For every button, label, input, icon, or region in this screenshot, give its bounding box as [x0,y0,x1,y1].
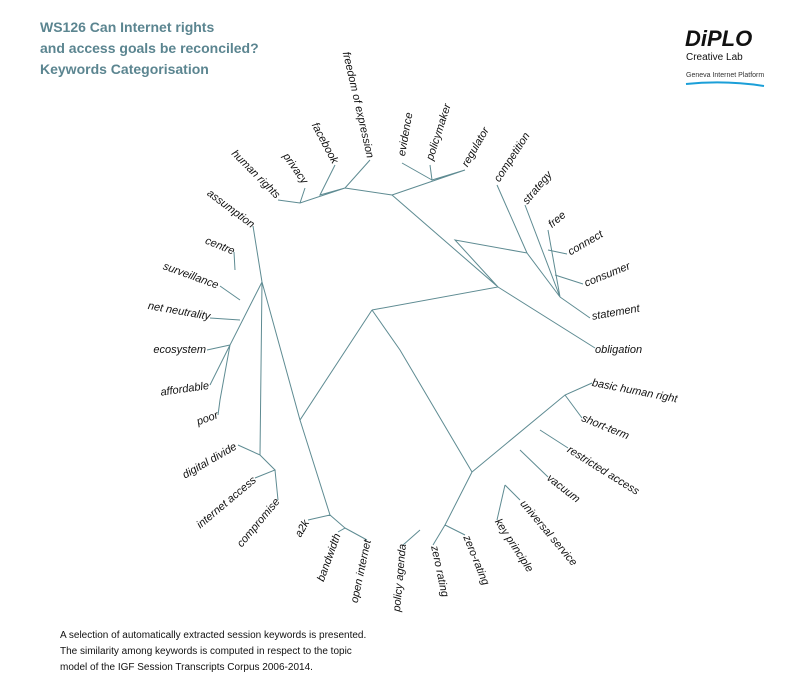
title-line: Keywords Categorisation [40,61,209,77]
keyword: policymaker [424,101,454,163]
keyword: zero-rating [460,533,492,588]
keyword: compromise [235,496,283,550]
keyword: human rights [229,148,283,202]
keyword: restricted access [565,444,642,498]
keyword: net neutrality [147,300,213,323]
keyword: connect [566,228,606,258]
keyword: key principle [492,517,535,575]
logo-subtitle: Creative Lab [686,52,743,63]
keyword: short-term [580,412,631,442]
keyword: free [546,209,568,230]
keyword: assumption [205,187,257,230]
keyword: evidence [396,112,415,157]
keyword: freedom of expression [340,51,376,160]
keyword: bandwidth [315,532,343,583]
footer-line: A selection of automatically extracted s… [60,630,366,641]
keyword: vacuum [544,472,582,505]
keyword: basic human right [591,377,679,406]
keyword: policy agenda [391,543,409,613]
keyword: surveillance [161,260,220,291]
keyword: ecosystem [153,344,206,356]
keyword: regulator [460,124,493,169]
logo-swoosh [685,81,765,87]
keyword: consumer [583,260,634,290]
title-line: and access goals be reconciled? [40,40,259,56]
keyword: facebook [309,121,341,166]
keywords: human rights privacy facebook freedom of… [147,51,679,614]
footer-line: model of the IGF Session Transcripts Cor… [60,662,313,673]
keyword: obligation [595,344,642,356]
keyword: strategy [520,168,555,207]
logo-name: DiPLO [685,26,752,51]
keyword: open internet [349,538,374,604]
logo: DiPLO Creative Lab Geneva Internet Platf… [685,26,765,87]
tree-branches [206,159,596,546]
footer-line: The similarity among keywords is compute… [60,646,352,657]
keyword: a2k [293,518,313,540]
keyword: competition [492,130,533,184]
keyword: centre [203,235,236,258]
logo-platform: Geneva Internet Platform [686,72,764,79]
keyword: poor [194,409,221,429]
keyword: digital divide [181,441,239,482]
keyword: zero rating [428,544,451,599]
title-line: WS126 Can Internet rights [40,19,214,35]
keyword: statement [591,302,642,322]
keyword: privacy [280,150,311,187]
keyword: affordable [160,380,210,399]
keyword: internet access [194,474,259,531]
